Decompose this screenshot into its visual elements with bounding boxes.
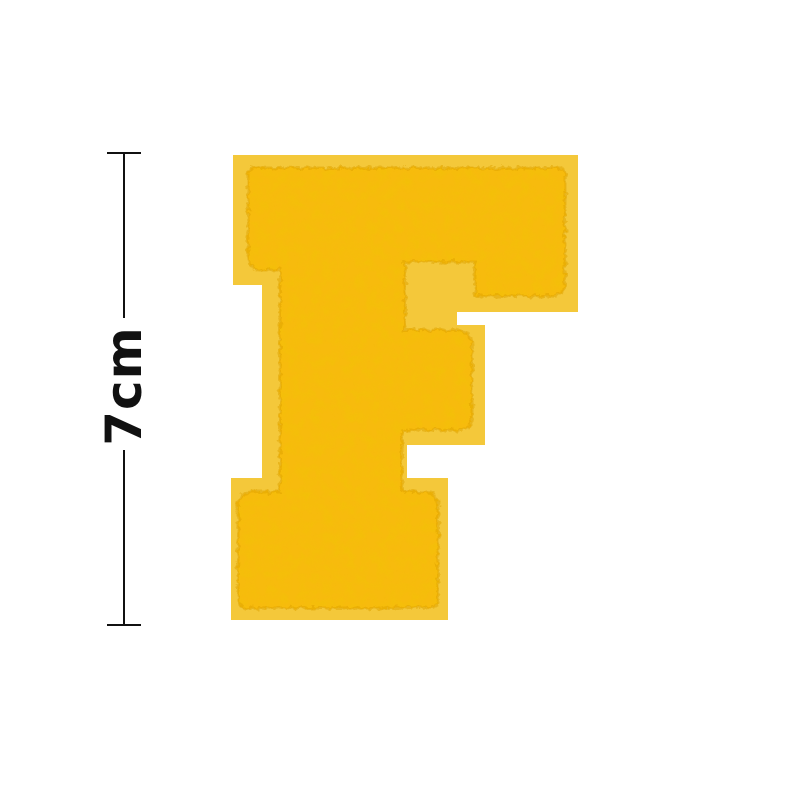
dimension-line-bottom (123, 450, 125, 625)
dimension-cap-bottom (107, 624, 141, 626)
dimension-line-top (123, 153, 125, 318)
chenille-edge-shadow (236, 166, 567, 610)
